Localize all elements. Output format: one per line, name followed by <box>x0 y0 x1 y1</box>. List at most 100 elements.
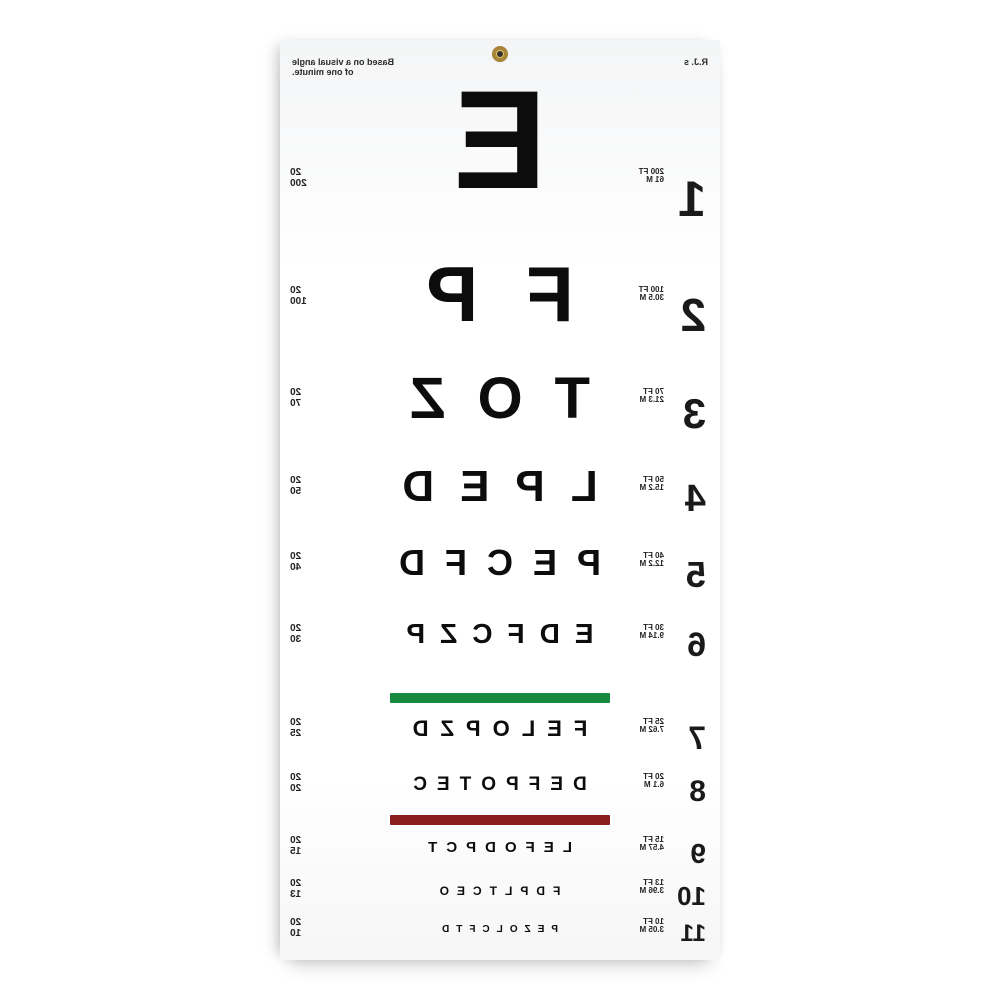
line-number: 8 <box>689 775 706 809</box>
scale-right-bottom: 70 <box>290 399 350 410</box>
letter: E <box>575 620 594 648</box>
letter: D <box>442 925 449 935</box>
letter: P <box>426 255 478 333</box>
letter: O <box>493 718 510 740</box>
letter: P <box>466 718 481 740</box>
line-number: 2 <box>680 288 706 342</box>
line-number: 9 <box>690 838 706 870</box>
line-number: 10 <box>677 881 706 912</box>
letter: P <box>577 545 601 581</box>
scale-left-bottom: 15.2 M <box>604 484 664 492</box>
scale-right: 2015 <box>290 836 350 857</box>
scale-left: 70 FT21.3 M <box>604 388 664 405</box>
line-number: 1 <box>678 170 706 228</box>
scale-right: 2013 <box>290 879 350 900</box>
separator-bar <box>390 815 610 825</box>
letter: P <box>515 465 544 509</box>
letter: D <box>573 775 587 794</box>
letter: E <box>460 465 489 509</box>
header-right-line1: Based on a visual angle <box>292 57 394 67</box>
scale-left-bottom: 21.3 M <box>604 396 664 404</box>
scale-right-top: 20 <box>290 918 350 929</box>
scale-left-bottom: 6.1 M <box>604 781 664 789</box>
letter: T <box>428 840 437 855</box>
line-number: 5 <box>686 554 706 596</box>
letter: F <box>445 545 467 581</box>
scale-right: 2050 <box>290 476 350 497</box>
letter: L <box>497 925 503 935</box>
scale-right-top: 20 <box>290 718 350 729</box>
scale-right-top: 20 <box>290 879 350 890</box>
scale-right: 2070 <box>290 388 350 409</box>
letter: O <box>505 840 517 855</box>
chart-inner: Based on a visual angle of one minute. R… <box>280 40 720 960</box>
scale-right: 2030 <box>290 624 350 645</box>
chart-row: E <box>280 70 720 210</box>
scale-right-top: 20 <box>290 286 350 297</box>
row-letters: EDFCZP <box>406 620 593 648</box>
scale-right-top: 20 <box>290 773 350 784</box>
scale-right-bottom: 20 <box>290 784 350 795</box>
scale-right-top: 20 <box>290 168 350 179</box>
scale-right-bottom: 30 <box>290 635 350 646</box>
letter: Z <box>441 718 454 740</box>
scale-left-bottom: 12.2 M <box>604 560 664 568</box>
letter: T <box>456 925 462 935</box>
letter: P <box>406 620 425 648</box>
letter: D <box>485 840 496 855</box>
letter: O <box>510 925 518 935</box>
letter: L <box>522 718 535 740</box>
letter: P <box>520 885 528 897</box>
letter: C <box>482 925 489 935</box>
scale-right: 2040 <box>290 552 350 573</box>
scale-left: 20 FT6.1 M <box>604 773 664 790</box>
scale-right-top: 20 <box>290 624 350 635</box>
letter: E <box>437 775 450 794</box>
scale-left-bottom: 7.62 M <box>604 726 664 734</box>
scale-left: 50 FT15.2 M <box>604 476 664 493</box>
line-number: 11 <box>681 920 706 948</box>
scale-right-bottom: 13 <box>290 890 350 901</box>
letter: L <box>563 840 572 855</box>
letter: E <box>533 545 557 581</box>
letter: F <box>526 255 574 333</box>
scale-left-bottom: 4.57 M <box>604 844 664 852</box>
scale-right-bottom: 200 <box>290 179 350 190</box>
scale-right-top: 20 <box>290 552 350 563</box>
line-number: 4 <box>685 478 706 521</box>
scale-right: 2010 <box>290 918 350 939</box>
row-letters: E <box>453 70 546 210</box>
letter: C <box>413 775 427 794</box>
letter: E <box>457 885 465 897</box>
letter: E <box>550 775 563 794</box>
scale-right: 2025 <box>290 718 350 739</box>
letter: O <box>481 775 496 794</box>
row-letters: FELOPZD <box>413 718 588 740</box>
scale-left: 30 FT9.14 M <box>604 624 664 641</box>
line-number: 6 <box>687 626 706 665</box>
row-letters: TOZ <box>410 370 590 428</box>
letter: L <box>571 465 598 509</box>
header-left: R.J. s <box>578 58 708 68</box>
scale-left: 15 FT4.57 M <box>604 836 664 853</box>
row-letters: LPED <box>402 465 597 509</box>
scale-right-top: 20 <box>290 836 350 847</box>
scale-left: 13 FT3.96 M <box>604 879 664 896</box>
scale-right-bottom: 10 <box>290 929 350 940</box>
letter: F <box>508 620 525 648</box>
row-letters: FDPLTCEO <box>440 885 561 897</box>
letter: E <box>544 840 554 855</box>
letter: D <box>399 545 425 581</box>
scale-left-bottom: 3.96 M <box>604 887 664 895</box>
letter: F <box>529 775 541 794</box>
letter: T <box>490 885 497 897</box>
letter: D <box>413 718 429 740</box>
separator-bar <box>390 693 610 703</box>
letter: F <box>574 718 587 740</box>
row-letters: FP <box>426 255 574 333</box>
row-letters: PECFD <box>399 545 601 581</box>
scale-right-top: 20 <box>290 388 350 399</box>
letter: P <box>466 840 476 855</box>
row-letters: PEZOLCFTD <box>442 925 558 935</box>
letter: P <box>551 925 558 935</box>
